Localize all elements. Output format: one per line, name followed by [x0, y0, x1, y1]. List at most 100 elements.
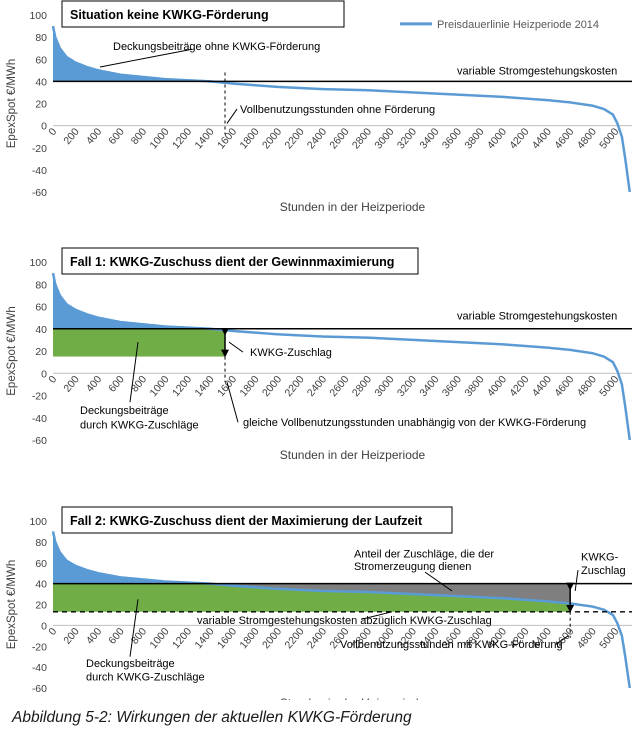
y-tick-label: -60 [32, 683, 47, 695]
x-tick-label: 3400 [417, 373, 441, 399]
y-tick-label: 100 [29, 10, 47, 22]
x-tick-label: 2600 [327, 126, 351, 152]
x-tick-label: 600 [106, 373, 127, 394]
annotation-leader [129, 599, 139, 657]
y-tick-label: 0 [41, 368, 47, 380]
x-tick-label: 5000 [597, 126, 621, 152]
x-tick-label: 2800 [350, 126, 374, 152]
annotation-text: durch KWKG-Zuschläge [86, 672, 205, 684]
y-tick-label: 40 [35, 324, 47, 336]
y-tick-label: -20 [32, 143, 47, 155]
x-tick-label: 3800 [462, 373, 486, 399]
y-tick-label: 100 [29, 516, 47, 528]
y-axis-label: EpexSpot €/MWh [6, 560, 18, 649]
contribution-area-blue [53, 531, 226, 585]
x-axis-label: Stunden in der Heizperiode [280, 696, 426, 700]
x-tick-label: 3000 [372, 126, 396, 152]
title-box [61, 0, 345, 28]
x-tick-label: 2200 [282, 625, 306, 651]
x-tick-label: 4800 [575, 373, 599, 399]
x-tick-label: 1000 [148, 373, 172, 399]
x-tick-label: 3400 [417, 126, 441, 152]
green-band [53, 328, 226, 357]
x-tick-label: 1600 [215, 373, 239, 399]
gray-area [227, 583, 571, 604]
y-tick-label: -20 [32, 391, 47, 403]
x-tick-label: 2200 [282, 126, 306, 152]
y-tick-label: 60 [35, 54, 47, 66]
annotation-leader [424, 571, 453, 592]
y-tick-label: 0 [41, 620, 47, 632]
y-tick-label: 80 [35, 32, 47, 44]
x-tick-label: 600 [106, 625, 127, 646]
x-tick-label: 2400 [305, 373, 329, 399]
y-tick-label: -40 [32, 413, 47, 425]
x-tick-label: 1400 [192, 373, 216, 399]
y-tick-label: 60 [35, 302, 47, 314]
x-tick-label: 2600 [327, 373, 351, 399]
x-tick-label: 1200 [170, 373, 194, 399]
title-box [61, 247, 419, 275]
x-tick-label: 0 [46, 373, 59, 385]
x-tick-label: 1600 [215, 126, 239, 152]
x-tick-label: 400 [84, 625, 105, 646]
y-tick-label: 20 [35, 99, 47, 111]
x-axis-label: Stunden in der Heizperiode [280, 200, 426, 214]
x-tick-label: 3000 [372, 373, 396, 399]
contribution-area-blue [53, 26, 226, 83]
x-tick-label: 2000 [260, 126, 284, 152]
annotation-leader [99, 48, 193, 68]
x-tick-label: 3600 [440, 126, 464, 152]
y-axis-label: EpexSpot €/MWh [6, 59, 18, 148]
x-tick-label: 4400 [530, 126, 554, 152]
price-duration-line [51, 531, 631, 689]
annotation-text: variable Stromgestehungskosten abzüglich… [197, 615, 492, 627]
x-tick-label: 3600 [440, 373, 464, 399]
x-tick-label: 5000 [597, 373, 621, 399]
x-tick-label: 4200 [507, 373, 531, 399]
x-tick-label: 3200 [395, 373, 419, 399]
annotation-text: Deckungsbeiträge [86, 658, 175, 670]
figure-caption: Abbildung 5-2: Wirkungen der aktuellen K… [12, 709, 412, 726]
annotation-leader [574, 569, 579, 591]
price-duration-line [51, 272, 631, 441]
annotation-text: KWKG-Zuschlag [250, 347, 332, 359]
y-tick-label: -60 [32, 435, 47, 447]
x-tick-label: 4000 [485, 126, 509, 152]
x-tick-label: 200 [61, 625, 82, 646]
y-tick-label: 40 [35, 579, 47, 591]
annotation-text: Anteil der Zuschläge, die der [354, 548, 494, 560]
x-tick-label: 1600 [215, 625, 239, 651]
y-tick-label: 100 [29, 257, 47, 269]
annotation-leader [129, 342, 139, 403]
y-tick-label: 20 [35, 346, 47, 358]
x-tick-label: 3200 [395, 126, 419, 152]
x-tick-label: 0 [46, 126, 59, 138]
x-tick-label: 2400 [305, 126, 329, 152]
x-tick-label: 200 [61, 373, 82, 394]
y-tick-label: -40 [32, 165, 47, 177]
y-tick-label: -20 [32, 641, 47, 653]
chart-title: Situation keine KWKG-Förderung [70, 8, 269, 22]
legend-label: Preisdauerlinie Heizperiode 2014 [437, 19, 599, 31]
title-box [61, 506, 453, 534]
x-tick-label: 2400 [305, 625, 329, 651]
annotation-text: Zuschlag [581, 565, 626, 577]
annotation-text: KWKG- [581, 551, 619, 563]
y-tick-label: -40 [32, 662, 47, 674]
x-tick-label: 1400 [192, 126, 216, 152]
x-tick-label: 1200 [170, 625, 194, 651]
x-tick-label: 4600 [552, 373, 576, 399]
y-tick-label: 80 [35, 279, 47, 291]
x-axis-label: Stunden in der Heizperiode [280, 448, 426, 462]
x-tick-label: 4000 [485, 373, 509, 399]
annotation-text: variable Stromgestehungskosten [457, 310, 617, 322]
annotation-text: Deckungsbeiträge [80, 405, 169, 417]
x-tick-label: 1800 [237, 126, 261, 152]
annotation-text: gleiche Vollbenutzungsstunden unabhängig… [243, 417, 586, 429]
x-tick-label: 1000 [148, 625, 172, 651]
annotation-leader [555, 635, 569, 645]
